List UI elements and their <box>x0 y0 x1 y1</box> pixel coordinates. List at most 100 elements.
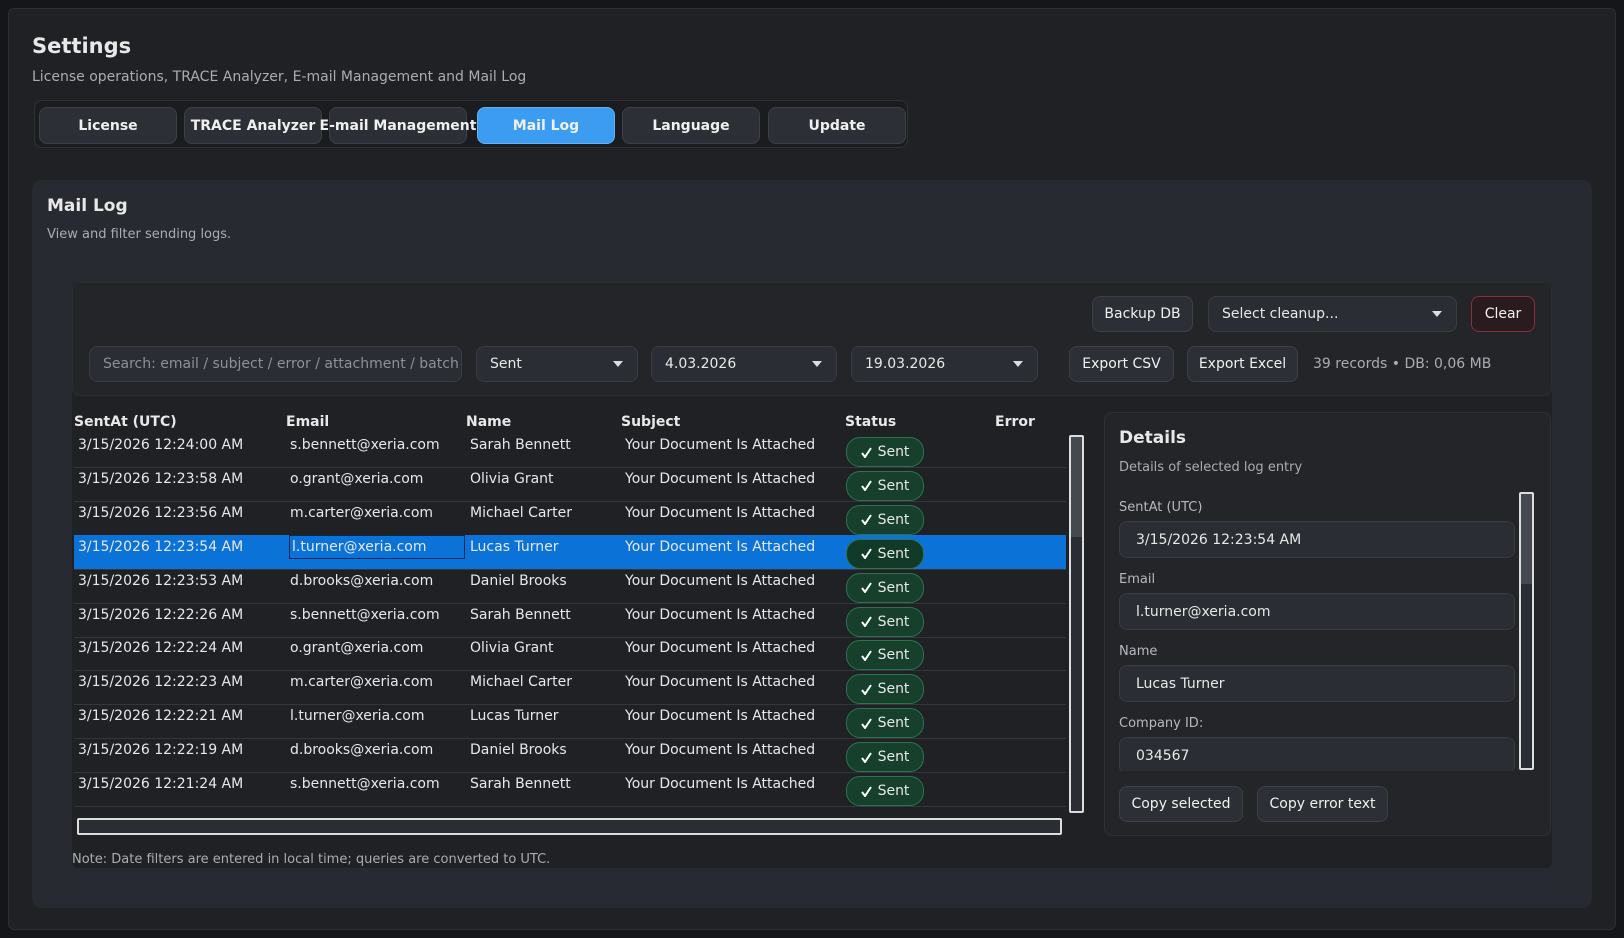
column-header: SentAt (UTC) <box>74 414 177 430</box>
note: Note: Date filters are entered in local … <box>72 852 550 867</box>
v-scrollbar[interactable] <box>1069 435 1084 813</box>
tab[interactable]: Language <box>622 107 760 144</box>
cell: Lucas Turner <box>470 539 559 555</box>
clear-button[interactable]: Clear <box>1471 296 1535 332</box>
check-icon <box>861 718 872 729</box>
status-text: Sent <box>878 715 910 731</box>
status-badge: Sent <box>846 539 924 569</box>
details-scrollbar[interactable] <box>1519 492 1534 770</box>
cell: Your Document Is Attached <box>625 776 815 792</box>
tab-bar: LicenseTRACE AnalyzerE-mail Management Ma… <box>34 100 908 148</box>
table-row[interactable]: 3/15/2026 12:21:24 AMs.bennett@xeria.com… <box>74 772 1066 807</box>
check-icon <box>861 548 872 559</box>
cell: 3/15/2026 12:23:58 AM <box>78 471 243 487</box>
cell: Your Document Is Attached <box>625 708 815 724</box>
cell: Lucas Turner <box>470 708 559 724</box>
cell: Michael Carter <box>470 505 572 521</box>
field-text: 034567 <box>1136 748 1189 764</box>
table-row[interactable]: 3/15/2026 12:23:54 AMl.turner@xeria.comL… <box>74 535 1066 570</box>
check-icon <box>861 582 872 593</box>
cell: 3/15/2026 12:22:23 AM <box>78 674 243 690</box>
field-value[interactable]: 034567 <box>1119 737 1515 771</box>
cell: 3/15/2026 12:22:21 AM <box>78 708 243 724</box>
date-from[interactable]: 4.03.2026 <box>651 346 837 382</box>
field-label: Company ID: <box>1119 716 1203 731</box>
cell: Your Document Is Attached <box>625 471 815 487</box>
field-value[interactable]: 3/15/2026 12:23:54 AM <box>1119 521 1515 558</box>
tab[interactable]: Update <box>768 107 906 144</box>
status-text: Sent <box>878 478 910 494</box>
status-badge: Sent <box>846 640 924 670</box>
cell: o.grant@xeria.com <box>290 640 423 656</box>
table-row[interactable]: 3/15/2026 12:22:26 AMs.bennett@xeria.com… <box>74 603 1066 638</box>
field-value[interactable]: l.turner@xeria.com <box>1119 593 1515 630</box>
copy-error[interactable]: Copy error text <box>1257 786 1388 822</box>
table-row[interactable]: 3/15/2026 12:22:23 AM m.carter@xeria.com M… <box>74 670 1066 705</box>
search-placeholder: Search: email / subject / error / attach… <box>103 356 459 372</box>
panel-title: Mail Log <box>47 196 128 216</box>
copy-selected[interactable]: Copy selected <box>1119 786 1243 822</box>
cell: s.bennett@xeria.com <box>290 607 440 623</box>
cell: Sarah Bennett <box>470 437 571 453</box>
cell: o.grant@xeria.com <box>290 471 423 487</box>
check-icon <box>861 447 872 458</box>
check-icon <box>861 480 872 491</box>
details-subtitle: Details of selected log entry <box>1119 460 1302 475</box>
cell: Your Document Is Attached <box>625 607 815 623</box>
backup-button[interactable]: Backup DB <box>1092 296 1193 332</box>
cell: Olivia Grant <box>470 471 554 487</box>
status-text: Sent <box>878 444 910 460</box>
column-header: Email <box>286 414 329 430</box>
tab[interactable]: E-mail Management <box>329 107 467 144</box>
field-text: 3/15/2026 12:23:54 AM <box>1136 532 1301 548</box>
status-text: Sent <box>878 681 910 697</box>
date-to[interactable]: 19.03.2026 <box>851 346 1038 382</box>
tab[interactable]: TRACE Analyzer <box>184 107 322 144</box>
export-excel[interactable]: Export Excel <box>1187 346 1298 382</box>
table-row[interactable]: 3/15/2026 12:24:00 AMs.bennett@xeria.com… <box>74 433 1066 468</box>
column-header: Name <box>466 414 511 430</box>
status-badge: Sent <box>846 742 924 772</box>
field-value[interactable]: Lucas Turner <box>1119 665 1515 702</box>
search-input[interactable]: Search: email / subject / error / attach… <box>89 346 462 382</box>
status-text: Sent <box>878 783 910 799</box>
details-title: Details <box>1119 428 1186 448</box>
field-label: SentAt (UTC) <box>1119 500 1202 515</box>
subtitle: License operations, TRACE Analyzer, E-ma… <box>32 69 526 85</box>
status-text: Sent <box>878 647 910 663</box>
cell: m.carter@xeria.com <box>290 674 433 690</box>
date-from-text: 4.03.2026 <box>665 356 736 372</box>
cell: Daniel Brooks <box>470 742 567 758</box>
title: Settings <box>32 34 131 58</box>
cell: d.brooks@xeria.com <box>290 573 433 589</box>
column-header: Status <box>845 414 896 430</box>
status-text: Sent <box>878 614 910 630</box>
cell: Your Document Is Attached <box>625 437 815 453</box>
table-row[interactable]: 3/15/2026 12:22:24 AMo.grant@xeria.comOl… <box>74 636 1066 671</box>
cell: Michael Carter <box>470 674 572 690</box>
table-row[interactable]: 3/15/2026 12:22:21 AMl.turner@xeria.comL… <box>74 704 1066 739</box>
status-badge: Sent <box>846 505 924 535</box>
h-scrollbar[interactable] <box>77 818 1062 835</box>
table-row[interactable]: 3/15/2026 12:23:58 AM o.grant@xeria.com Ol… <box>74 467 1066 502</box>
export-csv[interactable]: Export CSV <box>1069 346 1174 382</box>
status-badge: Sent <box>846 471 924 501</box>
cell: Daniel Brooks <box>470 573 567 589</box>
cleanup-select[interactable]: Select cleanup... <box>1208 296 1457 332</box>
status-text: Sent <box>878 749 910 765</box>
tab[interactable]: Mail Log <box>477 107 615 144</box>
cell: Your Document Is Attached <box>625 505 815 521</box>
tab[interactable]: License <box>39 107 177 144</box>
table-row[interactable]: 3/15/2026 12:23:53 AMd.brooks@xeria.comD… <box>74 569 1066 604</box>
status-select[interactable]: Sent <box>476 346 638 382</box>
check-icon <box>861 616 872 627</box>
table-row[interactable]: 3/15/2026 12:23:56 AMm.carter@xeria.comM… <box>74 501 1066 536</box>
table-row[interactable]: 3/15/2026 12:22:19 AMd.brooks@xeria.comD… <box>74 738 1066 773</box>
field-text: l.turner@xeria.com <box>1136 604 1271 620</box>
panel-subtitle: View and filter sending logs. <box>47 227 231 242</box>
cell: s.bennett@xeria.com <box>290 776 440 792</box>
status-text: Sent <box>878 580 910 596</box>
status-badge: Sent <box>846 573 924 603</box>
cell: l.turner@xeria.com <box>290 536 464 558</box>
